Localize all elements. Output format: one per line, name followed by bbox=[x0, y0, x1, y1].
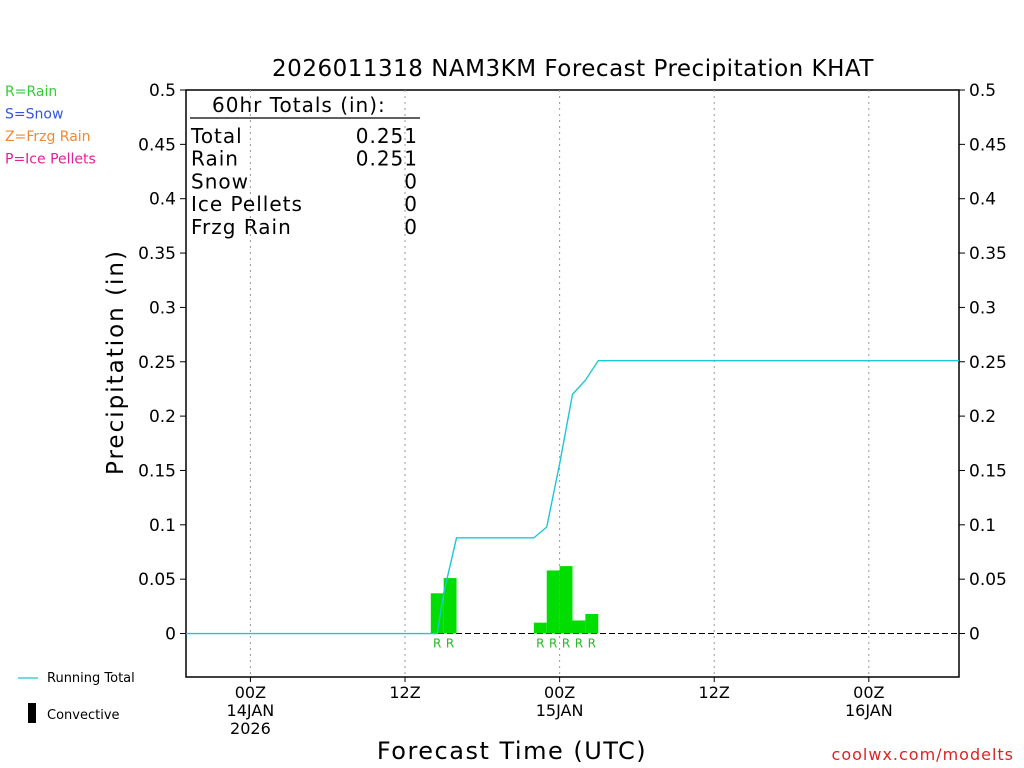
y-tick-label-left: 0.45 bbox=[138, 135, 176, 155]
x-tick-label: 15JAN bbox=[536, 701, 584, 720]
y-tick-label-right: 0.05 bbox=[969, 570, 1007, 590]
y-tick-label-right: 0.5 bbox=[969, 81, 996, 101]
precip-bar bbox=[585, 613, 599, 634]
precip-bar bbox=[559, 566, 573, 634]
y-tick-label-right: 0.1 bbox=[969, 516, 996, 536]
x-tick-label: 12Z bbox=[699, 683, 730, 702]
ptype-letter: R bbox=[536, 637, 544, 651]
y-tick-label-right: 0.15 bbox=[969, 461, 1007, 481]
y-tick-label-left: 0.1 bbox=[149, 516, 176, 536]
x-tick-label: 00Z bbox=[853, 683, 884, 702]
y-tick-label-left: 0.4 bbox=[149, 190, 176, 210]
y-axis-left: 0 0.05 0.1 0.15 0.2 0.25 0.3 0.35 0.4 0.45 0.5 bbox=[138, 81, 186, 645]
x-tick-label: 00Z bbox=[544, 683, 575, 702]
totals-row-value: 0 bbox=[404, 169, 418, 193]
chart-title: 2026011318 NAM3KM Forecast Precipitation… bbox=[272, 56, 874, 82]
totals-row-value: 0.251 bbox=[356, 124, 418, 148]
convective-legend-label: Convective bbox=[47, 708, 120, 723]
precip-bar bbox=[572, 620, 586, 634]
ptype-letter: R bbox=[446, 637, 454, 651]
y-axis-right: 0 0.05 0.1 0.15 0.2 0.25 0.3 0.35 0.4 0.45 0.5 bbox=[959, 81, 1007, 645]
precip-bars bbox=[430, 566, 599, 634]
ptype-key-entry: Z=Frzg Rain bbox=[5, 129, 91, 145]
y-tick-label-left: 0.35 bbox=[138, 244, 176, 264]
running-total-line bbox=[186, 359, 959, 635]
totals-row-value: 0 bbox=[404, 192, 418, 216]
ptype-letter: R bbox=[433, 637, 441, 651]
y-tick-label-left: 0.3 bbox=[149, 298, 176, 318]
y-tick-label-right: 0.35 bbox=[969, 244, 1007, 264]
precip-bar bbox=[533, 622, 547, 634]
precip-bar bbox=[430, 593, 444, 634]
y-tick-label-right: 0.4 bbox=[969, 190, 996, 210]
ptype-key-entry: P=Ice Pellets bbox=[5, 152, 96, 168]
y-tick-label-left: 0.2 bbox=[149, 407, 176, 427]
y-tick-label-left: 0.5 bbox=[149, 81, 176, 101]
y-tick-label-right: 0 bbox=[969, 625, 980, 645]
y-axis-label: Precipitation (in) bbox=[103, 249, 129, 475]
totals-row-label: Rain bbox=[191, 147, 239, 171]
y-tick-label-right: 0.3 bbox=[969, 298, 996, 318]
totals-row-label: Total bbox=[190, 124, 243, 148]
y-tick-label-left: 0.15 bbox=[138, 461, 176, 481]
credit-text: coolwx.com/modelts bbox=[832, 745, 1014, 764]
totals-row-value: 0 bbox=[404, 215, 418, 239]
running-total-legend-label: Running Total bbox=[47, 671, 135, 686]
x-tick-label: 12Z bbox=[389, 683, 420, 702]
y-tick-label-left: 0.05 bbox=[138, 570, 176, 590]
y-tick-label-right: 0.2 bbox=[969, 407, 996, 427]
x-gridlines bbox=[249, 90, 870, 677]
y-tick-label-left: 0 bbox=[165, 625, 176, 645]
x-tick-label: 14JAN bbox=[227, 701, 275, 720]
x-tick-label: 16JAN bbox=[845, 701, 893, 720]
plot-frame bbox=[185, 89, 960, 678]
y-tick-label-left: 0.25 bbox=[138, 353, 176, 373]
convective-legend-swatch bbox=[28, 703, 36, 723]
precip-bar bbox=[443, 578, 457, 634]
ptype-key-entry: R=Rain bbox=[5, 84, 57, 100]
y-tick-label-right: 0.45 bbox=[969, 135, 1007, 155]
totals-heading: 60hr Totals (in): bbox=[212, 93, 386, 117]
precip-bar bbox=[546, 570, 560, 634]
totals-box: 60hr Totals (in): Total 0.251 Rain 0.251 Sno… bbox=[190, 93, 420, 239]
ptype-letter: R bbox=[562, 637, 570, 651]
totals-row-label: Snow bbox=[191, 169, 249, 193]
totals-row-value: 0.251 bbox=[356, 147, 418, 171]
ptype-letter: R bbox=[549, 637, 557, 651]
x-axis-label: Forecast Time (UTC) bbox=[377, 737, 647, 765]
precip-type-legend: R=Rain S=Snow Z=Frzg Rain P=Ice Pellets bbox=[5, 84, 96, 168]
ptype-key-entry: S=Snow bbox=[5, 107, 63, 123]
x-tick-label: 00Z bbox=[235, 683, 266, 702]
ptype-letter: R bbox=[588, 637, 596, 651]
x-tick-label: 2026 bbox=[230, 719, 271, 738]
series-legend: Running Total Convective bbox=[18, 671, 135, 723]
ptype-letter: R bbox=[575, 637, 583, 651]
totals-row-label: Ice Pellets bbox=[191, 192, 303, 216]
y-tick-label-right: 0.25 bbox=[969, 353, 1007, 373]
totals-row-label: Frzg Rain bbox=[191, 215, 292, 239]
